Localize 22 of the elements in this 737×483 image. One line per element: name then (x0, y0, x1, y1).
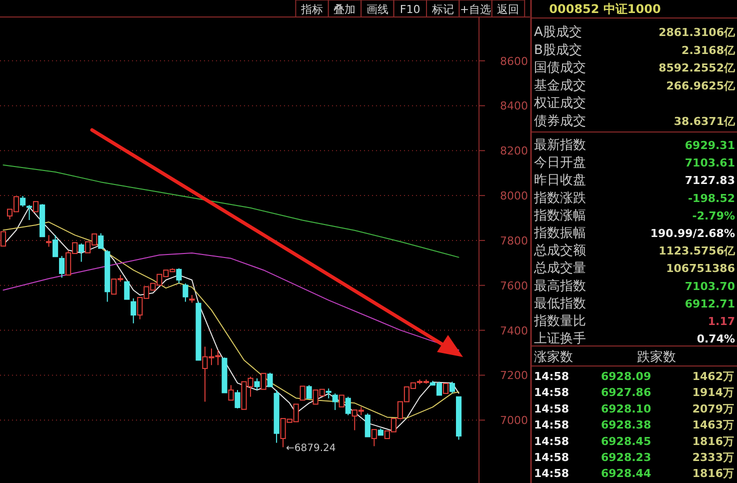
card-cell: 1462万 (692, 370, 734, 383)
card-cell: 14:58 (534, 467, 570, 480)
card-cell: 14:58 (534, 434, 570, 448)
card-cell: 6928.38 (601, 418, 652, 432)
card-cell: 2333万 (692, 451, 734, 464)
card-cell: 6928.44 (601, 467, 652, 480)
card-cell: 14:58 (534, 386, 570, 400)
card-cell: 14:58 (534, 418, 570, 432)
card-cell: 1463万 (692, 418, 734, 432)
card-cell: 6928.45 (601, 434, 652, 448)
card-cell: 1816万 (692, 467, 734, 480)
card-cell: 6927.86 (601, 386, 652, 400)
card-cell: 6928.23 (601, 451, 652, 464)
card-cell: 2079万 (692, 402, 734, 416)
card-title: 000852 中证1000 (549, 2, 661, 16)
card-cell: 14:58 (534, 370, 570, 383)
card-cell: 1816万 (692, 434, 734, 448)
card-cell: 1914万 (692, 386, 734, 400)
card-cell: 6928.09 (601, 370, 652, 383)
card-cell: 14:58 (534, 451, 570, 464)
card-cell: 6928.10 (601, 402, 652, 416)
card-cell: 14:58 (534, 402, 570, 416)
